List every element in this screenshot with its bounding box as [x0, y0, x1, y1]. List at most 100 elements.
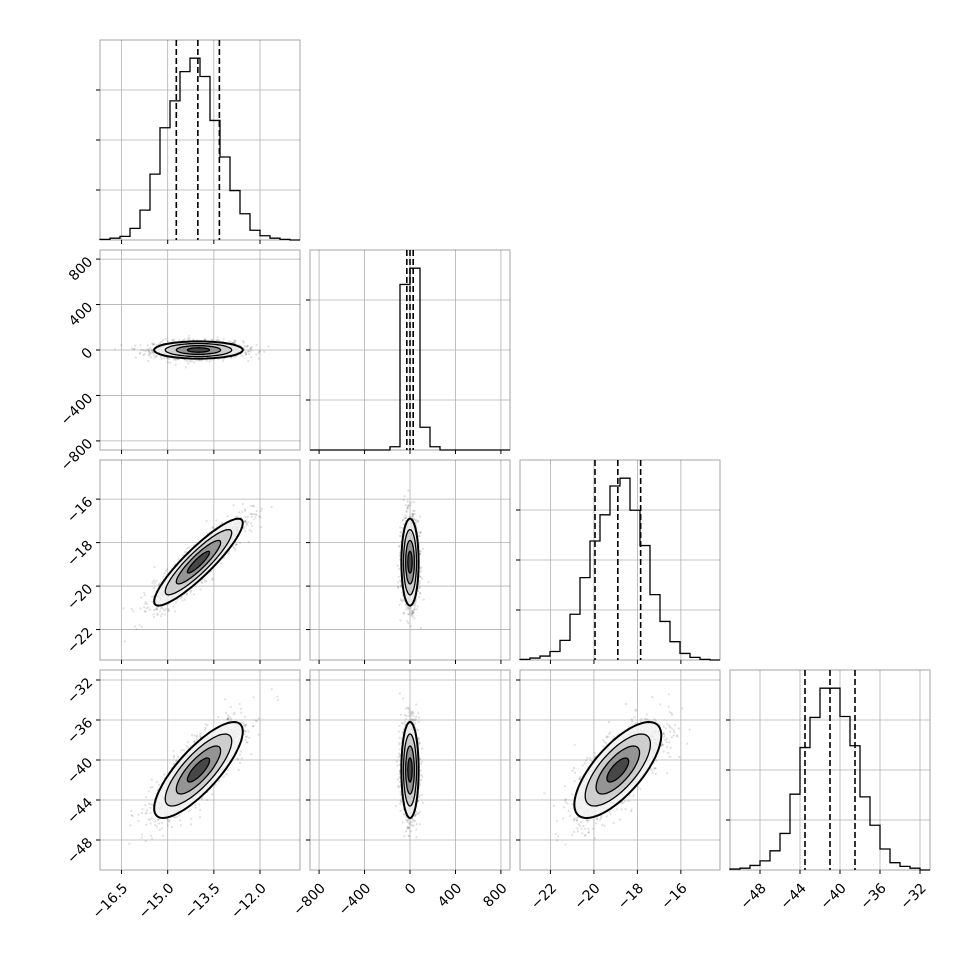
scatter-point — [411, 512, 415, 516]
scatter-point — [419, 592, 422, 595]
scatter-point — [417, 519, 420, 522]
scatter-point — [398, 545, 401, 548]
scatter-point — [401, 518, 405, 521]
scatter-point — [160, 821, 164, 825]
scatter-point — [403, 495, 406, 498]
scatter-point — [398, 579, 402, 582]
scatter-point — [406, 507, 409, 510]
scatter-point — [173, 339, 176, 342]
scatter-point — [167, 361, 170, 364]
scatter-point — [415, 608, 418, 611]
scatter-point — [201, 581, 204, 584]
scatter-point — [162, 575, 165, 578]
scatter-point — [134, 356, 137, 359]
scatter-point — [252, 696, 255, 699]
scatter-point — [187, 546, 190, 549]
scatter-point — [234, 340, 237, 343]
scatter-point — [174, 358, 177, 362]
scatter-point — [174, 610, 177, 613]
scatter-point — [252, 513, 255, 516]
scatter-point — [123, 640, 127, 643]
scatter-point — [409, 624, 412, 628]
scatter-point — [143, 610, 146, 613]
scatter-point — [255, 513, 258, 516]
scatter-point — [245, 522, 248, 525]
scatter-point — [134, 344, 137, 347]
scatter-point — [247, 540, 250, 544]
scatter-point — [418, 581, 421, 585]
scatter-point — [412, 517, 415, 520]
scatter-point — [206, 798, 209, 802]
scatter-point — [411, 610, 414, 613]
scatter-point — [409, 501, 412, 504]
scatter-point — [420, 570, 423, 573]
scatter-point — [144, 812, 147, 815]
scatter-point — [422, 598, 425, 601]
scatter-point — [160, 357, 163, 361]
scatter-point — [144, 804, 147, 807]
scatter-point — [250, 522, 253, 525]
scatter-point — [402, 612, 405, 615]
scatter-point — [419, 567, 422, 570]
scatter-point — [204, 723, 207, 726]
scatter-point — [399, 598, 403, 601]
scatter-point — [212, 526, 215, 530]
scatter-point — [146, 344, 149, 347]
scatter-point — [417, 586, 421, 590]
contour-level-3 — [186, 550, 211, 574]
scatter-point — [195, 359, 198, 362]
scatter-point — [191, 733, 194, 737]
scatter-point — [148, 802, 151, 806]
scatter-point — [227, 718, 230, 721]
scatter-point — [172, 749, 175, 752]
scatter-point — [147, 354, 150, 357]
contour-level-3 — [407, 550, 413, 574]
scatter-point — [228, 340, 231, 343]
scatter-point — [163, 613, 167, 616]
scatter-point — [143, 593, 146, 597]
scatter-point — [242, 341, 245, 344]
scatter-point — [232, 713, 235, 716]
scatter-point — [412, 509, 415, 512]
histogram-panel-3 — [726, 669, 931, 874]
scatter-point — [244, 353, 248, 356]
scatter-point — [151, 342, 154, 345]
scatter-point — [204, 726, 207, 730]
scatter-point — [153, 356, 156, 360]
scatter-point — [234, 543, 237, 546]
scatter-point — [411, 611, 415, 614]
scatter-point — [412, 500, 415, 504]
scatter-point — [413, 608, 416, 611]
scatter-point — [114, 348, 117, 351]
scatter-point — [407, 613, 411, 616]
scatter-point — [260, 507, 263, 510]
scatter-point — [247, 349, 250, 352]
scatter-point — [419, 531, 422, 535]
scatter-point — [248, 736, 251, 739]
scatter-point — [233, 355, 236, 359]
scatter-point — [242, 340, 245, 343]
scatter-point — [407, 607, 410, 610]
scatter-point — [413, 512, 416, 516]
scatter-point — [155, 825, 159, 828]
scatter-point — [187, 362, 190, 365]
scatter-point — [131, 814, 134, 818]
scatter-point — [406, 500, 409, 503]
scatter-point — [179, 824, 183, 827]
scatter-point — [417, 535, 420, 538]
scatter-point — [398, 554, 401, 557]
scatter-point — [221, 521, 224, 524]
scatter-point — [244, 515, 247, 519]
scatter-point — [194, 806, 197, 809]
scatter-point — [238, 541, 242, 544]
scatter-point — [202, 577, 205, 580]
scatter-point — [192, 593, 196, 596]
scatter-point — [187, 334, 190, 337]
scatter-point — [215, 338, 218, 342]
scatter-point — [242, 527, 245, 530]
scatter-point — [152, 342, 155, 346]
scatter-point — [226, 718, 229, 721]
scatter-point — [245, 524, 248, 527]
scatter-point — [248, 528, 251, 532]
scatter-point — [419, 553, 422, 556]
